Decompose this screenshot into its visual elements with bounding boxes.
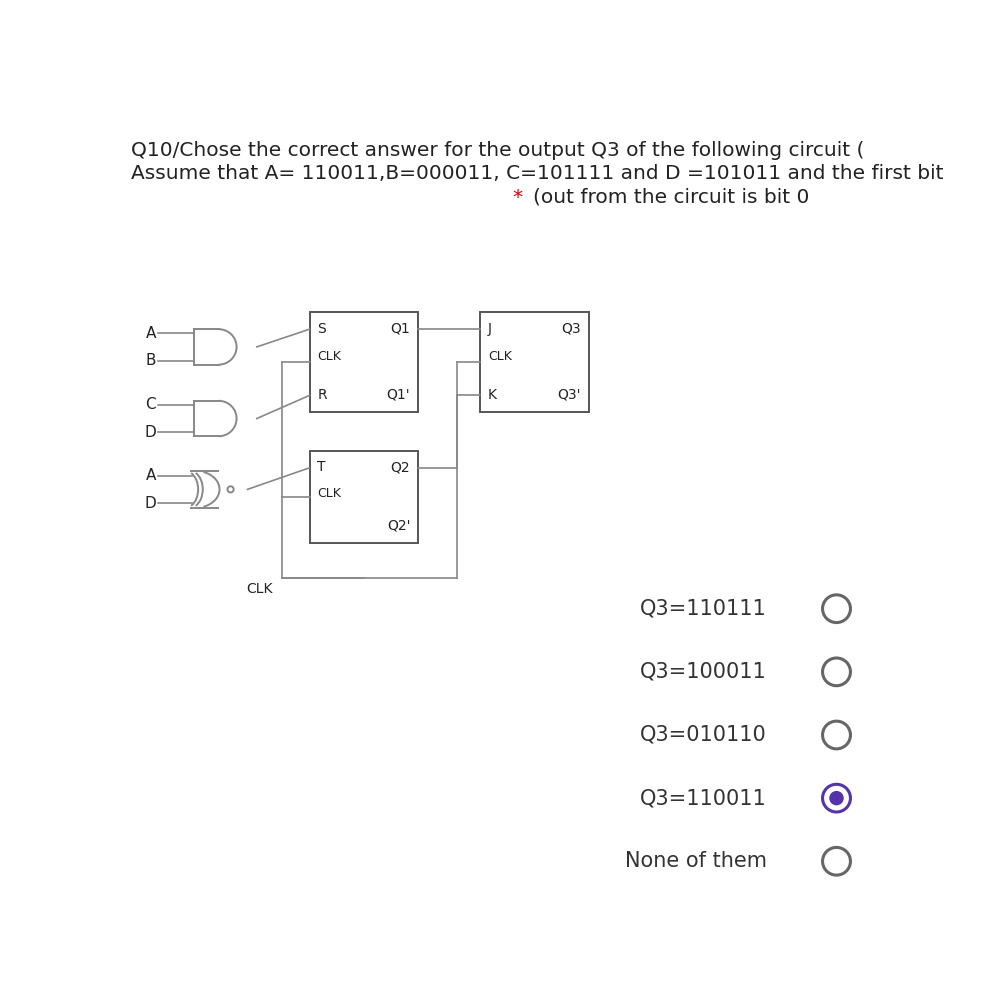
FancyBboxPatch shape bbox=[309, 312, 418, 412]
Text: *: * bbox=[513, 188, 530, 207]
Circle shape bbox=[823, 595, 851, 623]
Text: Q10/Chose the correct answer for the output Q3 of the following circuit (: Q10/Chose the correct answer for the out… bbox=[131, 142, 864, 161]
Circle shape bbox=[823, 658, 851, 686]
Text: Q1: Q1 bbox=[390, 321, 410, 335]
Text: None of them: None of them bbox=[624, 851, 767, 871]
Text: Q3=010110: Q3=010110 bbox=[640, 725, 767, 745]
FancyBboxPatch shape bbox=[480, 312, 589, 412]
Text: Q3=100011: Q3=100011 bbox=[640, 662, 767, 682]
Text: Q2: Q2 bbox=[390, 460, 410, 474]
Text: A: A bbox=[145, 468, 156, 483]
Text: Assume that A= 110011,B=000011, C=101111 and D =101011 and the first bit: Assume that A= 110011,B=000011, C=101111… bbox=[131, 165, 944, 184]
Text: A: A bbox=[145, 325, 156, 340]
Text: (out from the circuit is bit 0: (out from the circuit is bit 0 bbox=[534, 188, 810, 207]
Text: CLK: CLK bbox=[317, 487, 341, 500]
Text: C: C bbox=[145, 397, 156, 412]
FancyBboxPatch shape bbox=[309, 451, 418, 543]
Text: Q3=110111: Q3=110111 bbox=[640, 599, 767, 619]
Circle shape bbox=[829, 791, 844, 805]
Text: CLK: CLK bbox=[246, 582, 273, 596]
Text: B: B bbox=[145, 353, 156, 368]
Text: R: R bbox=[317, 387, 327, 401]
Text: Q3: Q3 bbox=[561, 321, 581, 335]
Text: Q3': Q3' bbox=[557, 387, 581, 401]
Text: S: S bbox=[317, 321, 326, 335]
Text: CLK: CLK bbox=[317, 349, 341, 362]
Text: Q3=110011: Q3=110011 bbox=[640, 788, 767, 808]
Text: D: D bbox=[144, 496, 156, 511]
Text: K: K bbox=[488, 387, 497, 401]
Text: J: J bbox=[488, 321, 492, 335]
Text: T: T bbox=[317, 460, 326, 474]
Circle shape bbox=[823, 722, 851, 748]
Circle shape bbox=[823, 784, 851, 812]
Text: Q1': Q1' bbox=[386, 387, 410, 401]
Text: CLK: CLK bbox=[488, 349, 512, 362]
Text: Q2': Q2' bbox=[386, 519, 410, 533]
Circle shape bbox=[823, 847, 851, 875]
Text: D: D bbox=[144, 425, 156, 440]
Circle shape bbox=[227, 486, 234, 492]
